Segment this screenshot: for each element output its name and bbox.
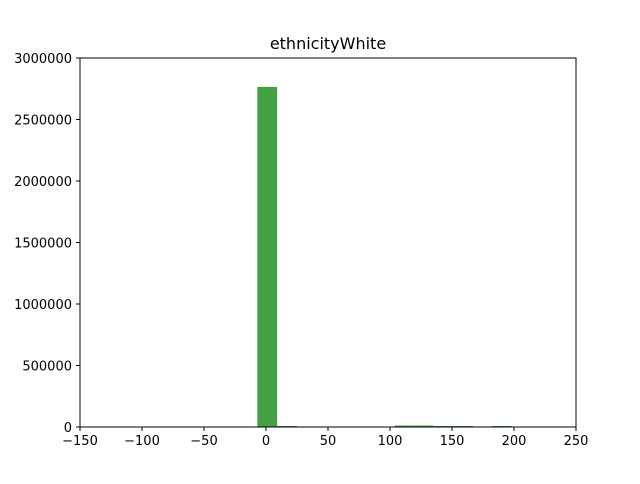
x-tick-label: 100 — [378, 434, 403, 449]
y-tick-label: 1000000 — [14, 298, 72, 313]
histogram-bar — [394, 425, 415, 427]
x-tick-label: 150 — [440, 434, 465, 449]
x-tick-label: 50 — [320, 434, 337, 449]
x-tick-label: −100 — [124, 434, 160, 449]
x-tick-label: −50 — [190, 434, 217, 449]
x-tick-label: −150 — [62, 434, 98, 449]
axes-group: −150 −100 −50 0 50 100 150 200 250 0 500000 1000000… — [14, 52, 588, 449]
y-tick-label: 1500000 — [14, 237, 72, 252]
y-tick-label: 500000 — [22, 360, 72, 375]
x-tick-label: 0 — [262, 434, 270, 449]
x-tick-label: 200 — [502, 434, 527, 449]
y-tick-label: 0 — [64, 421, 72, 436]
chart-title: ethnicityWhite — [270, 34, 386, 53]
x-tick-label: 250 — [564, 434, 589, 449]
histogram-bar — [257, 86, 278, 427]
plot-frame — [79, 57, 577, 428]
y-tick-label: 2500000 — [14, 114, 72, 129]
y-tick-label: 3000000 — [14, 52, 72, 67]
histogram-bar — [414, 425, 434, 427]
y-tick-label: 2000000 — [14, 175, 72, 190]
bars-group — [257, 86, 512, 427]
